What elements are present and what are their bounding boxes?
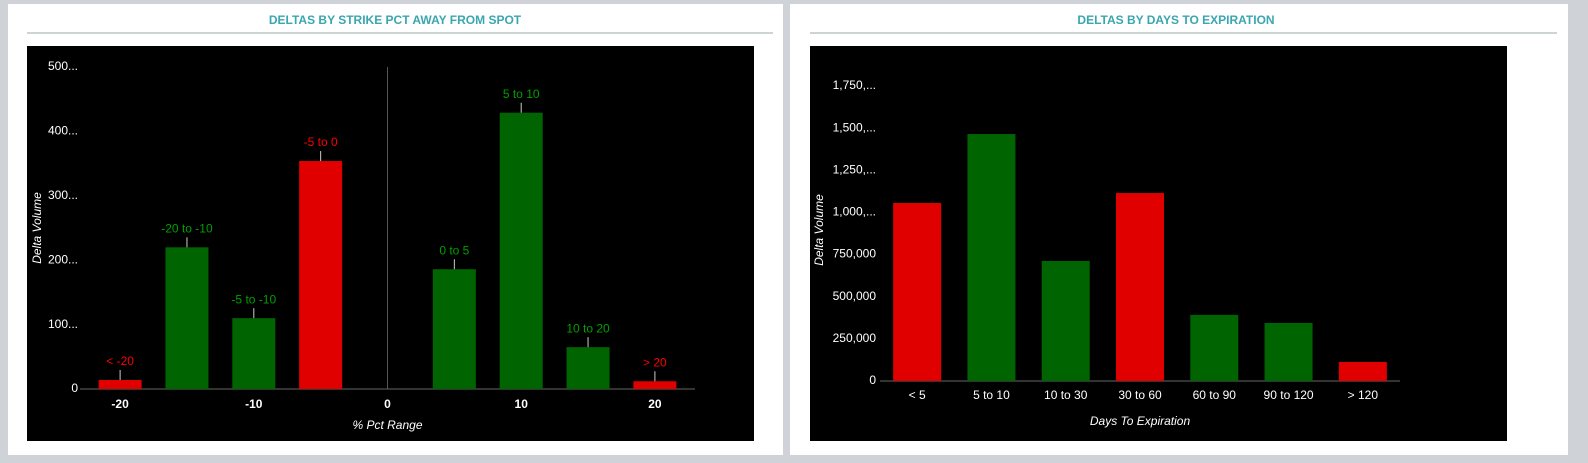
y-tick-label: 500...: [48, 59, 78, 73]
y-tick-label: 500,000: [833, 289, 877, 303]
y-tick-label: 0: [869, 373, 876, 387]
bar: [299, 161, 343, 389]
x-tick-label: -20: [111, 397, 129, 411]
y-tick-label: 750,000: [833, 247, 877, 261]
bar: [432, 269, 476, 389]
bar: [1190, 314, 1239, 381]
bar: [499, 112, 543, 389]
data-label: 0 to 5: [439, 243, 469, 257]
y-tick-label: 1,750,...: [833, 78, 876, 92]
bar: [1116, 193, 1164, 381]
bar: [1264, 323, 1313, 381]
chart-title: DELTAS BY DAYS TO EXPIRATION: [1077, 13, 1274, 27]
x-tick-label: 20: [648, 397, 662, 411]
bar: [1041, 260, 1090, 381]
bar: [893, 202, 942, 381]
data-label: 10 to 20: [566, 321, 610, 335]
x-axis-title: Days To Expiration: [1090, 414, 1191, 428]
y-tick-label: 200...: [48, 252, 78, 266]
data-label: -20 to -10: [161, 221, 213, 235]
y-tick-label: 400...: [48, 124, 78, 138]
plot-background: [27, 46, 754, 441]
y-axis-title: Delta Volume: [30, 192, 44, 264]
bar: [1338, 361, 1387, 381]
y-tick-label: 100...: [48, 317, 78, 331]
y-axis-title: Delta Volume: [812, 194, 826, 266]
x-axis-title: % Pct Range: [352, 418, 422, 432]
y-tick-label: 300...: [48, 188, 78, 202]
x-tick-label: 10: [515, 397, 529, 411]
x-tick-label: 90 to 120: [1264, 388, 1314, 402]
bar: [967, 134, 1016, 381]
x-tick-label: < 5: [909, 388, 926, 402]
y-tick-label: 0: [71, 381, 78, 395]
x-tick-label: 10 to 30: [1044, 388, 1088, 402]
x-tick-label: > 120: [1348, 388, 1379, 402]
data-label: > 20: [643, 355, 667, 369]
x-tick-label: 5 to 10: [973, 388, 1010, 402]
data-label: < -20: [106, 354, 134, 368]
bar: [98, 379, 142, 389]
y-tick-label: 1,500,...: [833, 120, 876, 134]
bar: [633, 381, 677, 389]
bar: [232, 318, 276, 389]
y-tick-label: 1,000,...: [833, 205, 876, 219]
x-tick-label: 30 to 60: [1118, 388, 1162, 402]
x-tick-label: 0: [384, 397, 391, 411]
x-tick-label: 60 to 90: [1193, 388, 1237, 402]
data-label: -5 to 0: [304, 135, 338, 149]
bar: [566, 347, 610, 389]
x-tick-label: -10: [245, 397, 263, 411]
y-tick-label: 1,250,...: [833, 162, 876, 176]
chart-title: DELTAS BY STRIKE PCT AWAY FROM SPOT: [269, 13, 522, 27]
y-tick-label: 250,000: [833, 331, 877, 345]
data-label: -5 to -10: [231, 292, 276, 306]
data-label: 5 to 10: [503, 87, 540, 101]
bar: [165, 247, 209, 389]
